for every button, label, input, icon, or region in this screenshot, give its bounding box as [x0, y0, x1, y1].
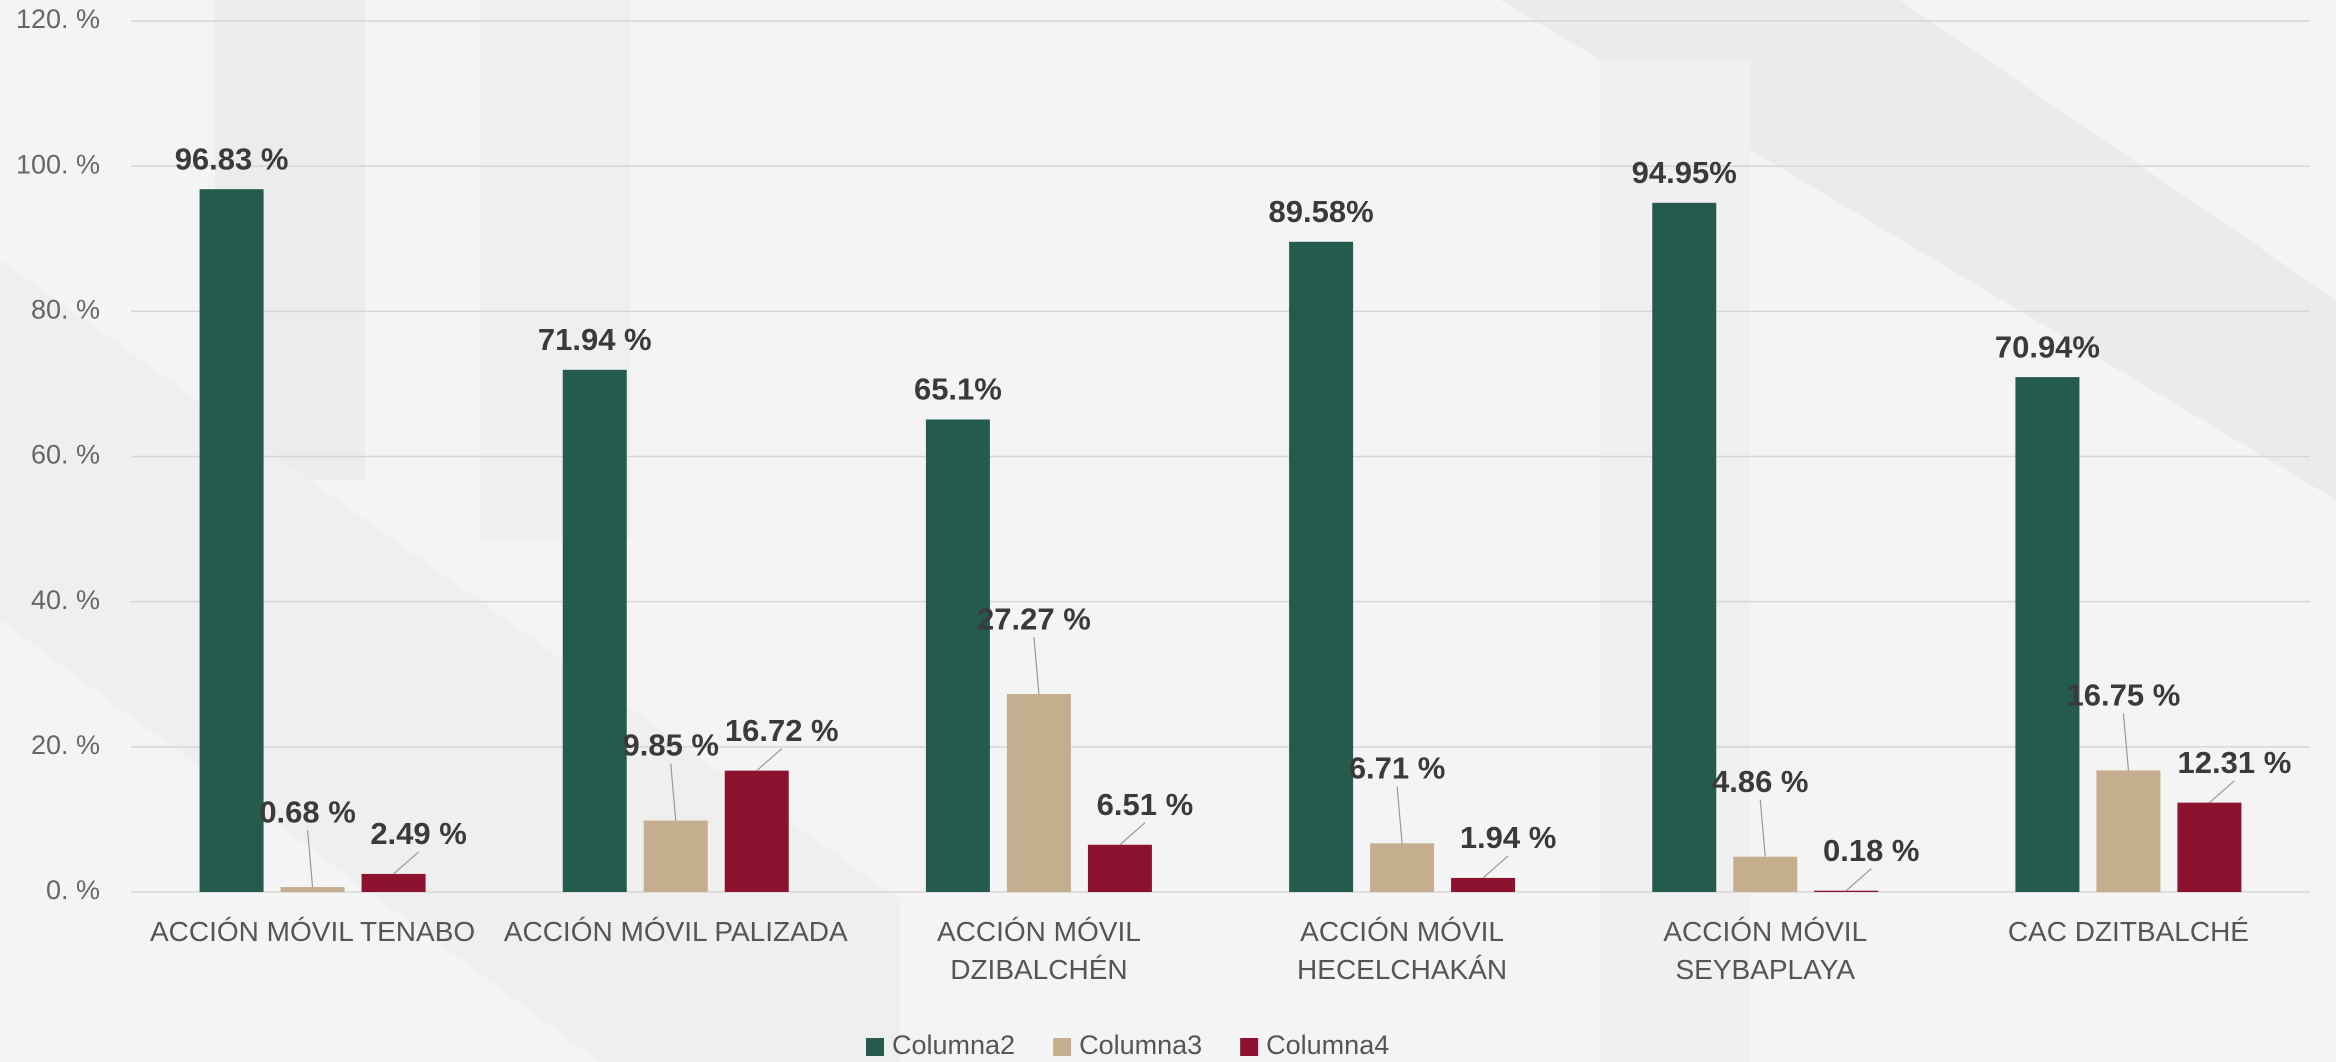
leader-line	[670, 763, 677, 821]
legend-label: Columna2	[892, 1030, 1015, 1060]
bar	[1087, 844, 1152, 892]
x-tick-label: ACCIÓN MÓVIL TENABO	[149, 916, 476, 947]
leader-line	[1396, 786, 1403, 844]
legend-label: Columna4	[1266, 1030, 1389, 1060]
bar	[925, 419, 990, 892]
legend-swatch	[1053, 1038, 1072, 1056]
data-label: 65.1%	[914, 372, 1002, 407]
data-label: 27.27 %	[977, 601, 1091, 636]
x-tick-label: ACCIÓN MÓVIL SEYBAPLAYA	[1663, 916, 1868, 985]
bar	[1733, 856, 1798, 892]
data-label: 6.71 %	[1349, 750, 1446, 785]
x-tick-label: ACCIÓN MÓVIL PALIZADA	[503, 916, 848, 947]
bar	[1006, 694, 1071, 892]
leader-line	[1119, 822, 1146, 846]
leader-line	[306, 830, 314, 888]
bar	[562, 369, 627, 892]
data-label: 71.94 %	[538, 322, 652, 357]
bar	[280, 887, 345, 892]
bar	[1814, 890, 1879, 892]
y-tick-label: 120. %	[16, 4, 100, 34]
leader-line	[1482, 855, 1509, 879]
data-label: 1.94 %	[1460, 820, 1557, 855]
data-label: 12.31 %	[2178, 745, 2292, 780]
leader-line	[756, 748, 783, 772]
data-label: 94.95%	[1632, 155, 1737, 190]
x-tick-label: ACCIÓN MÓVIL DZIBALCHÉN	[937, 916, 1141, 985]
bar	[1370, 843, 1435, 892]
x-tick-label: ACCIÓN MÓVIL HECELCHAKÁN	[1297, 916, 1508, 985]
legend-swatch	[866, 1038, 884, 1056]
bar	[199, 189, 264, 892]
leader-line	[1033, 637, 1040, 695]
bar	[643, 820, 708, 892]
data-label: 9.85 %	[622, 728, 719, 763]
data-label: 4.86 %	[1712, 764, 1809, 799]
data-label: 0.68 %	[259, 794, 356, 829]
data-label: 2.49 %	[370, 816, 467, 851]
bar	[1289, 241, 1354, 893]
data-label: 96.83 %	[175, 141, 289, 176]
data-label: 70.94%	[1995, 329, 2100, 364]
data-label: 89.58%	[1269, 194, 1374, 229]
y-tick-label: 80. %	[31, 294, 100, 324]
legend-label: Columna3	[1079, 1030, 1202, 1060]
bar	[361, 873, 426, 892]
leader-line	[2209, 780, 2235, 804]
leader-line	[1845, 868, 1872, 892]
legend-swatch	[1240, 1038, 1259, 1056]
data-label: 6.51 %	[1097, 787, 1194, 822]
data-label: 16.75 %	[2067, 678, 2181, 713]
x-tick-label: CAC DZITBALCHÉ	[2007, 916, 2249, 947]
y-tick-label: 60. %	[31, 440, 100, 470]
bar	[1451, 877, 1516, 892]
y-tick-label: 20. %	[31, 730, 100, 760]
bar	[2015, 377, 2080, 892]
bar	[2177, 802, 2242, 892]
data-label: 0.18 %	[1823, 833, 1920, 868]
bar	[2096, 770, 2161, 892]
y-tick-label: 0. %	[46, 875, 100, 905]
bar	[724, 770, 789, 892]
y-tick-label: 40. %	[31, 585, 100, 615]
leader-line	[2122, 713, 2130, 771]
leader-line	[1759, 799, 1766, 857]
leader-line	[393, 851, 419, 875]
data-label: 16.72 %	[725, 713, 839, 748]
bar	[1652, 202, 1717, 893]
y-tick-label: 100. %	[16, 149, 100, 179]
